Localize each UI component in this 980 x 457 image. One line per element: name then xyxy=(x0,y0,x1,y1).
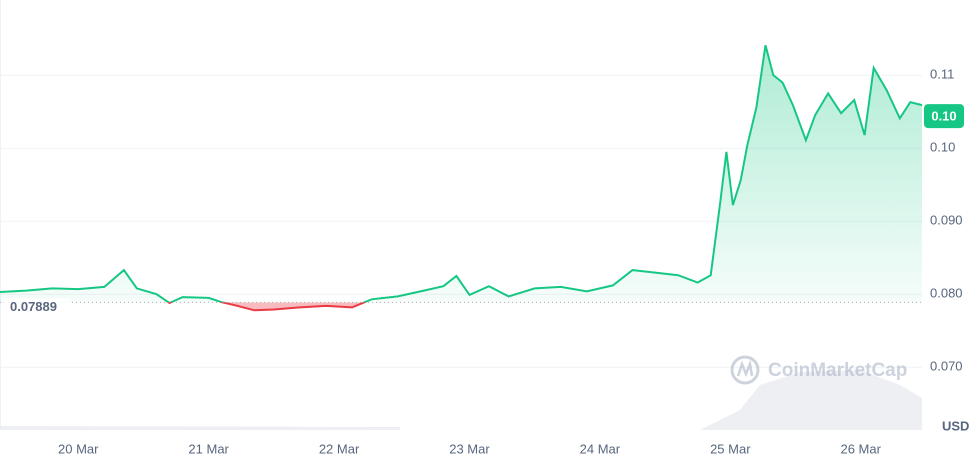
baseline-label: 0.07889 xyxy=(10,299,57,314)
unit-label: USD xyxy=(942,418,969,433)
y-tick-label: 0.080 xyxy=(930,286,963,301)
baseline-label-bg xyxy=(4,298,70,316)
watermark-logo-mark xyxy=(736,359,754,378)
volume-area xyxy=(0,370,922,430)
area-above-baseline xyxy=(0,45,922,303)
x-tick-label: 24 Mar xyxy=(580,441,621,456)
y-tick-label: 0.10 xyxy=(930,140,955,155)
x-tick-label: 21 Mar xyxy=(188,441,229,456)
x-tick-label: 23 Mar xyxy=(449,441,490,456)
price-line-up xyxy=(0,45,923,303)
watermark-logo xyxy=(730,355,760,385)
x-tick-label: 22 Mar xyxy=(319,441,360,456)
current-price-label: 0.10 xyxy=(931,109,956,124)
y-tick-label: 0.11 xyxy=(930,67,954,82)
y-tick-label: 0.070 xyxy=(930,359,963,374)
x-tick-label: 20 Mar xyxy=(58,441,99,456)
x-tick-label: 26 Mar xyxy=(840,441,881,456)
area-below-baseline xyxy=(168,302,365,311)
watermark-text: CoinMarketCap xyxy=(768,360,907,381)
watermark: CoinMarketCap xyxy=(730,355,907,385)
x-tick-label: 25 Mar xyxy=(710,441,751,456)
current-price-badge xyxy=(924,104,964,129)
y-tick-label: 0.090 xyxy=(930,213,963,228)
plot xyxy=(0,45,923,312)
